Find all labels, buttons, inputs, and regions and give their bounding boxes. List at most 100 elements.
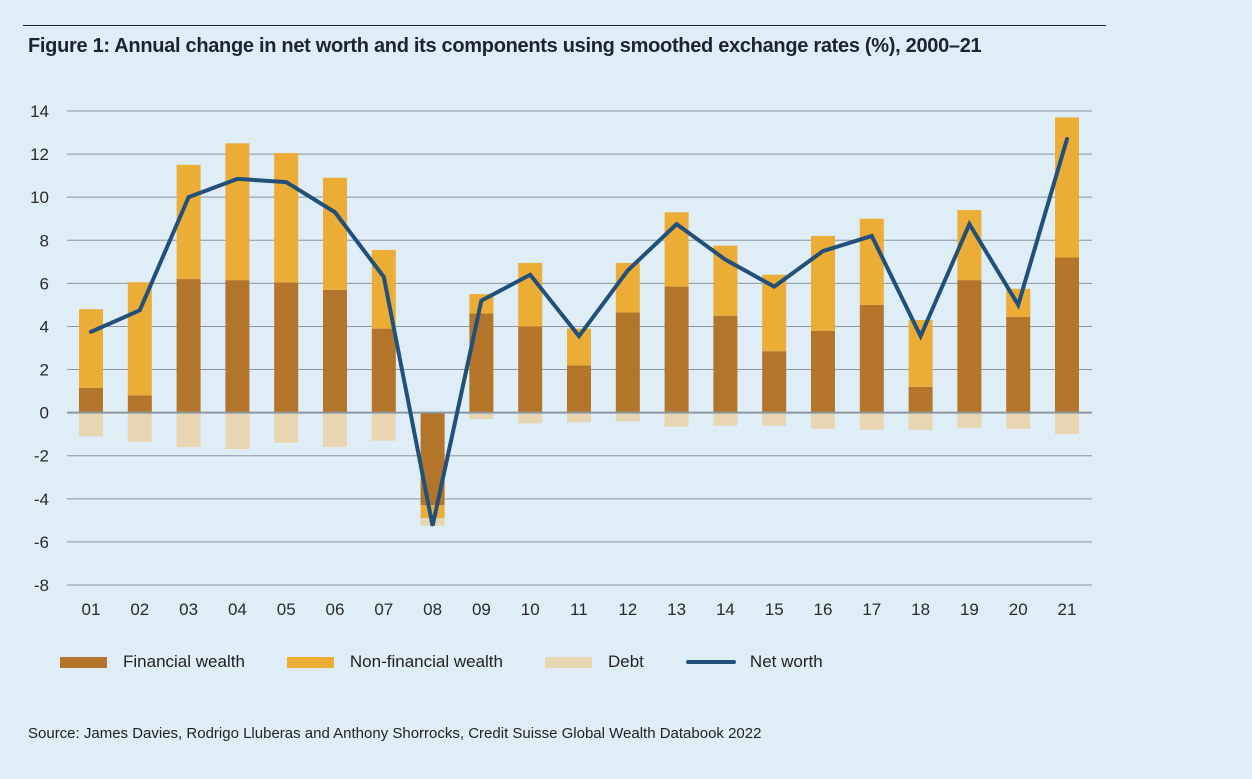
legend-label: Financial wealth [123, 652, 245, 671]
x-tick-label: 07 [374, 600, 393, 619]
y-tick-label: -6 [34, 533, 49, 552]
legend-item-nonfinancial: Non-financial wealth [286, 652, 503, 672]
non-financial-wealth-bar [518, 262, 543, 327]
financial-wealth-bar [225, 280, 250, 413]
debt-bar [127, 412, 152, 442]
legend-label: Debt [608, 652, 644, 671]
x-tick-label: 14 [716, 600, 735, 619]
x-tick-label: 20 [1009, 600, 1028, 619]
x-tick-label: 03 [179, 600, 198, 619]
x-tick-label: 17 [862, 600, 881, 619]
x-tick-label: 09 [472, 600, 491, 619]
net-worth-point [236, 178, 238, 180]
non-financial-wealth-bar [225, 143, 250, 281]
x-tick-label: 10 [521, 600, 540, 619]
legend-item-debt: Debt [545, 652, 644, 672]
net-worth-point [871, 235, 873, 237]
net-worth-point [432, 525, 434, 527]
net-worth-point [724, 259, 726, 261]
non-financial-wealth-bar [323, 177, 347, 290]
debt-bar [518, 412, 543, 424]
y-tick-label: 4 [40, 317, 49, 336]
debt-bar [274, 412, 299, 443]
x-axis-ticks: 01 02 03 04 05 06 07 08 09 10 11 12 13 14 15 16 17 18 19 20… [82, 600, 1077, 619]
x-tick-label: 19 [960, 600, 979, 619]
financial-wealth-bar [762, 351, 787, 413]
debt-bar [1055, 412, 1079, 435]
y-tick-label: -2 [34, 447, 49, 466]
x-tick-label: 05 [277, 600, 296, 619]
financial-wealth-bar [1006, 316, 1031, 413]
x-tick-label: 02 [130, 600, 149, 619]
legend-label: Non-financial wealth [349, 652, 503, 671]
financial-wealth-bar [615, 312, 640, 413]
financial-wealth-bar [713, 315, 738, 413]
x-tick-label: 18 [911, 600, 930, 619]
net-worth-point [578, 335, 580, 337]
x-tick-label: 15 [765, 600, 784, 619]
x-tick-label: 21 [1058, 600, 1077, 619]
net-worth-point [139, 309, 141, 311]
non-financial-wealth-bar [176, 164, 201, 280]
debt-bar [1006, 412, 1031, 429]
financial-wealth-bar [469, 313, 494, 413]
legend-swatch-debt [545, 656, 592, 668]
net-worth-point [334, 211, 336, 213]
legend-swatch-nonfinancial [286, 656, 334, 668]
net-worth-point [822, 250, 824, 252]
financial-wealth-bar [323, 289, 347, 413]
bars [79, 117, 1079, 526]
debt-bar [323, 412, 347, 448]
y-tick-label: 10 [30, 188, 49, 207]
net-worth-point [627, 269, 629, 271]
net-worth-point [188, 196, 190, 198]
financial-wealth-bar [1055, 257, 1079, 413]
x-tick-label: 08 [423, 600, 442, 619]
non-financial-wealth-bar [420, 505, 445, 519]
non-financial-wealth-bar [713, 245, 738, 316]
legend-item-financial: Financial wealth [60, 652, 245, 672]
chart-title: Figure 1: Annual change in net worth and… [28, 35, 982, 57]
net-worth-point [285, 181, 287, 183]
financial-wealth-bar [908, 386, 933, 413]
debt-bar [713, 412, 738, 426]
y-tick-label: 8 [40, 231, 49, 250]
financial-wealth-bar [957, 280, 982, 413]
x-tick-label: 04 [228, 600, 247, 619]
debt-bar [176, 412, 201, 448]
financial-wealth-bar [79, 387, 103, 413]
x-tick-label: 06 [326, 600, 345, 619]
net-worth-point [968, 223, 970, 225]
x-tick-label: 11 [570, 600, 588, 619]
x-tick-label: 12 [618, 600, 637, 619]
legend: Financial wealth Non-financial wealth Debt… [60, 652, 865, 672]
y-tick-label: 6 [40, 274, 49, 293]
net-worth-point [773, 286, 775, 288]
net-worth-line-group [89, 137, 1069, 527]
debt-bar [859, 412, 884, 430]
y-tick-label: -8 [34, 576, 49, 595]
financial-wealth-bar [274, 282, 299, 413]
financial-wealth-bar [664, 286, 689, 413]
legend-swatch-financial [60, 656, 107, 668]
top-rule [23, 25, 1106, 26]
net-worth-point [1017, 304, 1019, 306]
non-financial-wealth-bar [908, 319, 933, 387]
financial-wealth-bar [127, 395, 152, 413]
net-worth-point [920, 335, 922, 337]
financial-wealth-bar [371, 328, 396, 413]
financial-wealth-bar [811, 330, 835, 413]
debt-bar [762, 412, 787, 426]
x-tick-label: 16 [814, 600, 833, 619]
non-financial-wealth-bar [859, 218, 884, 305]
financial-wealth-bar [176, 279, 201, 413]
debt-bar [908, 412, 933, 430]
legend-label: Net worth [749, 652, 823, 671]
debt-bar [225, 412, 250, 450]
y-tick-label: -4 [34, 490, 49, 509]
net-worth-point [1066, 138, 1068, 140]
net-worth-point [480, 300, 482, 302]
financial-wealth-bar [859, 304, 884, 413]
non-financial-wealth-bar [79, 309, 103, 388]
